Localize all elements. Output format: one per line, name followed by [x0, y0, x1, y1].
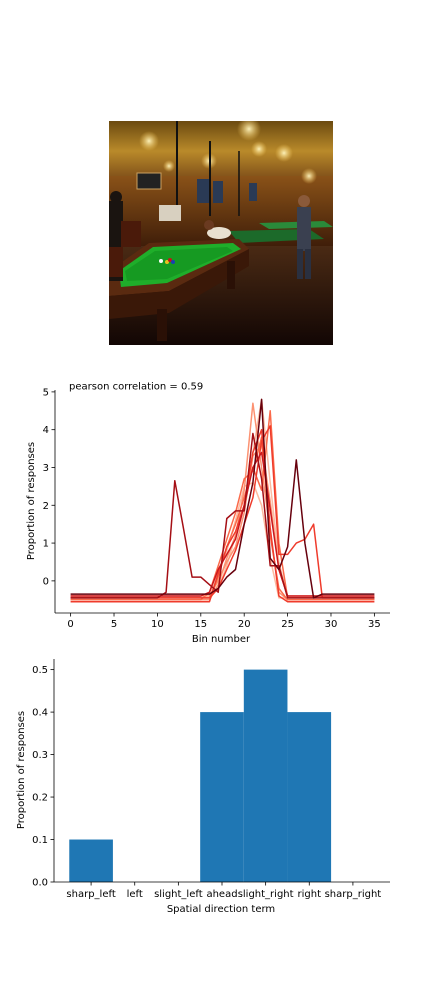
- series-line: [70, 425, 375, 599]
- y-tick-label: 0.3: [32, 750, 48, 761]
- plot-area: [70, 398, 375, 603]
- y-tick-label: 1: [43, 539, 49, 550]
- series-line: [70, 451, 375, 597]
- y-tick-label: 3: [43, 463, 49, 474]
- x-tick-label: ahead: [206, 889, 237, 900]
- bar: [287, 712, 332, 882]
- series-line: [70, 398, 375, 599]
- x-tick-label: right: [298, 889, 322, 900]
- x-tick-label: slight_left: [154, 889, 203, 900]
- y-axis: 0 1 2 3 4 5: [43, 387, 56, 613]
- series-line: [70, 402, 375, 601]
- x-tick-label: 0: [67, 619, 73, 630]
- x-tick-label: sharp_left: [66, 889, 115, 900]
- y-tick-label: 0.2: [32, 793, 48, 804]
- bar: [69, 839, 113, 882]
- x-axis: 0 5 10 15 20 25 30 35: [55, 612, 390, 630]
- x-tick-label: slight_right: [238, 889, 294, 900]
- y-axis: 0.0 0.1 0.2 0.3 0.4 0.5: [32, 659, 55, 889]
- y-tick-label: 0.1: [32, 835, 48, 846]
- y-tick-label: 0.4: [32, 708, 48, 719]
- x-tick-label: 5: [111, 619, 117, 630]
- plot-area: [69, 669, 332, 882]
- x-tick-label: 20: [238, 619, 251, 630]
- series-line: [70, 432, 375, 599]
- y-tick-label: 5: [43, 387, 49, 398]
- chart-title: pearson correlation = 0.59: [69, 382, 203, 393]
- x-axis-label: Spatial direction term: [167, 904, 275, 915]
- x-tick-label: left: [127, 889, 143, 900]
- x-tick-label: 30: [325, 619, 338, 630]
- x-tick-label: 15: [194, 619, 207, 630]
- x-tick-label: 25: [281, 619, 294, 630]
- y-axis-label: Proportion of responses: [26, 442, 37, 560]
- x-axis: sharp_left left slight_left ahead slight_rig…: [54, 881, 390, 900]
- y-tick-label: 4: [43, 425, 49, 436]
- bar-chart: 0.0 0.1 0.2 0.3 0.4 0.5 sharp_left left slight_…: [16, 659, 390, 915]
- y-tick-label: 0: [43, 576, 49, 587]
- x-tick-label: 10: [151, 619, 164, 630]
- x-tick-label: 35: [368, 619, 381, 630]
- y-axis-label: Proportion of responses: [16, 711, 27, 829]
- series-line: [70, 398, 375, 599]
- y-tick-label: 0.5: [32, 665, 48, 676]
- y-tick-label: 2: [43, 501, 49, 512]
- line-chart: pearson correlation = 0.59 0 1 2 3 4 5 0 5 10 15…: [26, 382, 390, 645]
- bar: [243, 669, 288, 882]
- x-tick-label: sharp_right: [325, 889, 382, 900]
- x-axis-label: Bin number: [192, 634, 251, 645]
- bar: [200, 712, 244, 882]
- pool-hall-photo: [109, 121, 333, 345]
- y-tick-label: 0.0: [32, 878, 48, 889]
